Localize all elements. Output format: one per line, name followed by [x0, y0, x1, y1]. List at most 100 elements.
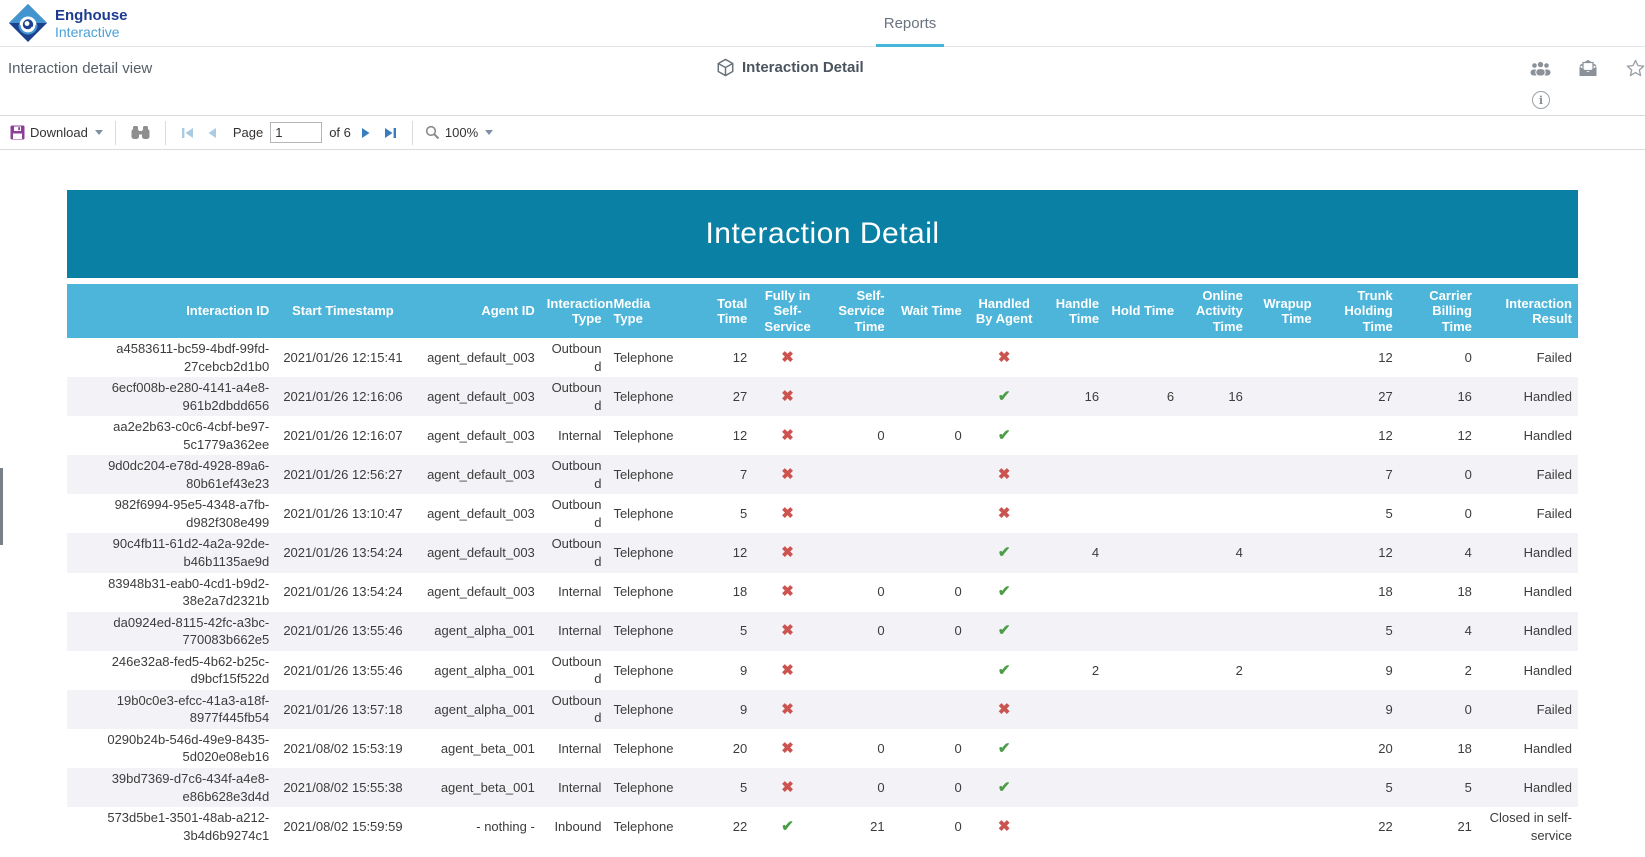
- cell-total_time: 5: [684, 768, 754, 808]
- cell-media_type: Telephone: [607, 377, 685, 417]
- col-header-handle_time: Handle Time: [1040, 284, 1106, 338]
- cell-self_service_time: 21: [870, 818, 885, 834]
- cell-hold_time: [1105, 768, 1181, 808]
- toolbar-divider: [114, 120, 116, 145]
- cross-icon: ✖: [781, 505, 794, 523]
- cell-wait_time: [891, 651, 968, 690]
- cell-online_activity_time: [1180, 494, 1249, 533]
- page-count-label: of 6: [329, 125, 351, 140]
- cell-wrapup_time: [1249, 416, 1318, 455]
- cross-icon: ✖: [781, 466, 794, 484]
- cell-interaction_type: Internal: [558, 427, 602, 443]
- top-navigation-bar: Enghouse Interactive Reports: [0, 0, 1645, 47]
- cell-interaction_type: Internal: [558, 740, 602, 756]
- cell-agent_id: agent_alpha_001: [410, 689, 541, 729]
- cell-start_timestamp: 2021/01/26 13:10:47: [283, 506, 403, 522]
- cell-wait_time: [890, 377, 968, 417]
- cell-handle_time: [1040, 611, 1106, 651]
- cell-total_time: 20: [732, 740, 748, 756]
- cell-trunk_holding_time: 5: [1317, 611, 1399, 651]
- zoom-control[interactable]: 100%: [425, 125, 494, 140]
- cell-fully_in_self_service: ✔: [753, 807, 822, 846]
- users-icon[interactable]: [1529, 61, 1552, 78]
- first-page-button[interactable]: [178, 127, 197, 139]
- table-row: 90c4fb11-61d2-4a2a-92de-b46b1135ae9d 2021…: [67, 533, 1578, 573]
- cell-total_time: 18: [732, 584, 748, 600]
- mail-icon[interactable]: [1578, 59, 1598, 77]
- cell-interaction_type: Inbound: [554, 818, 602, 834]
- cell-fully_in_self_service: ✖: [753, 455, 822, 495]
- cross-icon: ✖: [997, 505, 1011, 523]
- cell-interaction_id: 0290b24b-546d-49e9-8435-5d020e08eb16: [107, 731, 270, 765]
- cross-icon: ✖: [781, 348, 794, 366]
- last-page-button[interactable]: [381, 127, 400, 139]
- download-button[interactable]: Download: [10, 125, 103, 140]
- tab-reports[interactable]: Reports: [872, 0, 948, 47]
- cell-handle_time: [1041, 573, 1106, 612]
- cell-total_time: 9: [684, 689, 754, 729]
- cross-icon: ✖: [997, 348, 1011, 366]
- cell-handled_by_agent: ✖: [967, 455, 1041, 495]
- cell-agent_id: agent_default_003: [410, 377, 541, 417]
- cell-handled_by_agent: ✖: [968, 494, 1041, 533]
- cell-start_timestamp: 2021/01/26 13:55:46: [275, 611, 411, 651]
- cell-wait_time: [891, 338, 968, 377]
- cell-fully_in_self_service: ✖: [753, 729, 822, 768]
- cell-trunk_holding_time: 9: [1385, 662, 1393, 678]
- cube-icon: [716, 58, 735, 77]
- page-number-input[interactable]: [270, 122, 323, 143]
- toolbar-divider: [164, 120, 166, 145]
- panel-resize-handle[interactable]: [0, 468, 3, 545]
- previous-page-button[interactable]: [204, 127, 220, 139]
- cross-icon: ✖: [997, 466, 1011, 484]
- cell-carrier_billing_time: 0: [1464, 506, 1472, 522]
- cell-carrier_billing_time: 4: [1398, 533, 1478, 573]
- cell-interaction_type: Internal: [540, 768, 608, 808]
- cell-carrier_billing_time: 4: [1398, 611, 1478, 651]
- info-icon[interactable]: i: [1532, 91, 1550, 109]
- cell-carrier_billing_time: 0: [1464, 349, 1472, 365]
- star-icon[interactable]: [1626, 59, 1645, 77]
- report-toolbar: Download Page of 6: [0, 115, 1645, 150]
- cell-trunk_holding_time: 7: [1317, 455, 1399, 495]
- cell-wait_time: [890, 689, 968, 729]
- check-icon: ✔: [997, 661, 1011, 679]
- cell-hold_time: [1105, 807, 1180, 846]
- cell-hold_time: 6: [1105, 377, 1181, 417]
- check-icon: ✔: [997, 778, 1011, 796]
- cell-start_timestamp: 2021/01/26 12:15:41: [283, 349, 403, 365]
- cell-agent_id: agent_default_003: [427, 349, 535, 365]
- table-row: 9d0dc204-e78d-4928-89a6-80b61ef43e23 2021…: [67, 455, 1578, 495]
- cell-interaction_result: Handled: [1523, 662, 1572, 678]
- cell-total_time: 12: [732, 349, 748, 365]
- active-tab-underline: [876, 44, 944, 47]
- cell-media_type: Telephone: [613, 427, 674, 443]
- cell-fully_in_self_service: ✖: [753, 377, 822, 417]
- cell-self_service_time: [821, 533, 891, 573]
- cell-hold_time: [1105, 573, 1180, 612]
- cell-handled_by_agent: ✔: [968, 651, 1041, 690]
- cell-hold_time: [1105, 611, 1181, 651]
- cell-total_time: 22: [732, 818, 748, 834]
- next-page-button[interactable]: [358, 127, 374, 139]
- cell-handled_by_agent: ✔: [967, 611, 1041, 651]
- cell-fully_in_self_service: ✖: [753, 416, 822, 455]
- cell-agent_id: agent_default_003: [410, 455, 541, 495]
- view-title: Interaction detail view: [8, 60, 153, 77]
- cell-hold_time: [1105, 455, 1181, 495]
- cell-trunk_holding_time: 9: [1317, 689, 1399, 729]
- cell-interaction_result: Handled: [1523, 584, 1572, 600]
- search-binoculars-button[interactable]: [128, 125, 153, 140]
- cross-icon: ✖: [997, 817, 1011, 835]
- check-icon: ✔: [997, 387, 1011, 405]
- cell-total_time: 5: [739, 506, 748, 522]
- col-header-self_service_time: Self-Service Time: [821, 284, 891, 338]
- cell-media_type: Telephone: [613, 818, 674, 834]
- cell-wait_time: 0: [954, 427, 962, 443]
- cell-wrapup_time: [1248, 689, 1318, 729]
- cell-interaction_id: 83948b31-eab0-4cd1-b9d2-38e2a7d2321b: [108, 575, 270, 609]
- cross-icon: ✖: [781, 661, 794, 679]
- brand-logo: Enghouse Interactive: [8, 3, 128, 43]
- cell-handle_time: [1041, 416, 1106, 455]
- cell-wait_time: 0: [954, 740, 962, 756]
